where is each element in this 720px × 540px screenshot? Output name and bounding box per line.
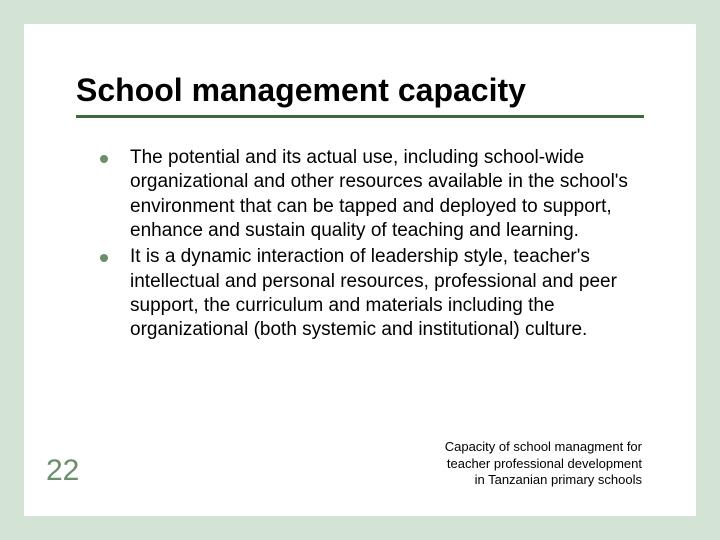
content-area: The potential and its actual use, includ… (76, 146, 644, 343)
slide-container: School management capacity The potential… (24, 24, 696, 516)
footer-line: in Tanzanian primary schools (445, 472, 642, 488)
footer-line: teacher professional development (445, 456, 642, 472)
bullet-icon (100, 155, 108, 163)
footer-line: Capacity of school managment for (445, 439, 642, 455)
bullet-text: It is a dynamic interaction of leadershi… (130, 245, 644, 342)
page-number: 22 (46, 454, 79, 488)
bullet-item: The potential and its actual use, includ… (100, 146, 644, 243)
bullet-item: It is a dynamic interaction of leadershi… (100, 245, 644, 342)
bullet-text: The potential and its actual use, includ… (130, 146, 644, 243)
title-underline (76, 115, 644, 118)
bullet-icon (100, 254, 108, 262)
slide-title: School management capacity (76, 72, 644, 109)
footer-text: Capacity of school managment for teacher… (445, 439, 642, 488)
